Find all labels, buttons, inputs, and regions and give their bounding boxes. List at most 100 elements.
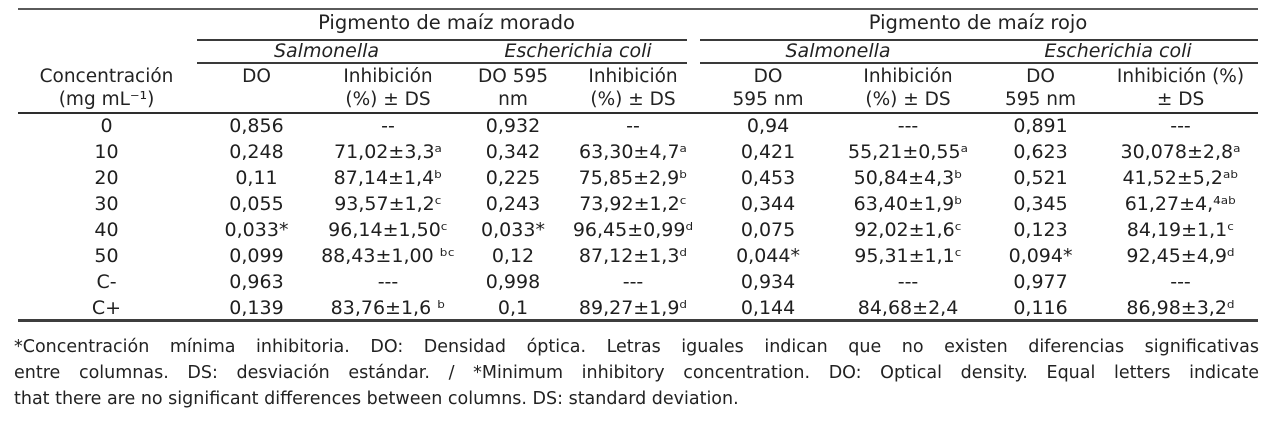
col-header-inhibicion-morado-ecoli: Inhibición (%) ± DS	[568, 62, 698, 113]
concentration-cell: 10	[94, 141, 119, 163]
table-cell: --	[381, 115, 395, 137]
table-cell: 0,344	[740, 193, 796, 215]
blank-corner-cell	[18, 5, 195, 39]
table-cell: 75,85±2,9ᵇ	[578, 167, 688, 189]
table-cell: 0,055	[229, 193, 284, 215]
col-header-do-morado-ecoli: DO 595 nm	[458, 62, 568, 113]
col-header-do-morado-salmonella: DO	[195, 62, 318, 113]
concentration-cell: 40	[94, 219, 119, 241]
col-header-line1: DO	[1026, 65, 1055, 87]
table-footnote: *Concentración mínima inhibitoria. DO: D…	[14, 334, 1259, 412]
concentration-cell: 0	[100, 115, 113, 137]
table-cell: 0,248	[229, 141, 284, 163]
table-row: 30 0,055 93,57±1,2ᶜ 0,243 73,92±1,2ᶜ 0,3…	[18, 191, 1258, 217]
table-cell: --	[626, 115, 640, 137]
col-header-line2: nm	[498, 88, 528, 110]
col-header-line1: Inhibición	[343, 65, 433, 87]
table-cell: 0,421	[740, 141, 796, 163]
table-cell: 0,932	[485, 115, 541, 137]
col-header-line1: Inhibición	[863, 65, 953, 87]
table-cell: 0,977	[1013, 271, 1068, 293]
col-header-line2	[195, 88, 318, 111]
table-cell: 63,30±4,7ᵃ	[579, 141, 687, 163]
col-header-line1: Concentración	[39, 65, 174, 87]
table-row: C- 0,963 --- 0,998 --- 0,934 --- 0,977 -…	[18, 269, 1258, 295]
table-cell: ---	[377, 271, 399, 293]
col-header-line2: ± DS	[1156, 88, 1205, 110]
table-cell: 96,14±1,50ᶜ	[328, 219, 448, 241]
genus-underline-rojo	[700, 62, 1258, 64]
footnote-line-1: *Concentración mínima inhibitoria. DO: D…	[14, 337, 1259, 357]
footnote-line-2: entre columnas. DS: desviación estándar.…	[14, 363, 1259, 383]
table-cell: 55,21±0,55ᵃ	[847, 141, 969, 163]
group-header-maiz-rojo: Pigmento de maíz rojo	[868, 10, 1088, 34]
results-table: Pigmento de maíz morado Pigmento de maíz…	[18, 5, 1258, 321]
table-row: 50 0,099 88,43±1,00 ᵇᶜ 0,12 87,12±1,3ᵈ 0…	[18, 243, 1258, 269]
table-cell: 0,139	[229, 297, 284, 319]
table-bottom-rule	[18, 319, 1258, 322]
group-underline-morado	[197, 39, 687, 41]
concentration-cell: 20	[94, 167, 119, 189]
table-row: 10 0,248 71,02±3,3ᵃ 0,342 63,30±4,7ᵃ 0,4…	[18, 139, 1258, 165]
table-row: Salmonella Escherichia coli Salmonella E…	[18, 39, 1258, 62]
table-row: Pigmento de maíz morado Pigmento de maíz…	[18, 5, 1258, 39]
table-cell: 93,57±1,2ᶜ	[334, 193, 442, 215]
table-cell: 0,1	[497, 297, 529, 319]
table-cell: 96,45±0,99ᵈ	[572, 219, 694, 241]
table-cell: ---	[897, 115, 919, 137]
table-cell: 84,19±1,1ᶜ	[1126, 219, 1235, 241]
subheader-salmonella-morado: Salmonella	[273, 39, 380, 62]
table-cell: 92,45±4,9ᵈ	[1126, 245, 1235, 267]
table-cell: 0,521	[1013, 167, 1068, 189]
table-row: C+ 0,139 83,76±1,6 ᵇ 0,1 89,27±1,9ᵈ 0,14…	[18, 295, 1258, 321]
subheader-ecoli-rojo: Escherichia coli	[1044, 39, 1192, 62]
table-cell: 89,27±1,9ᵈ	[578, 297, 688, 319]
col-header-inhibicion-morado-salmonella: Inhibición (%) ± DS	[318, 62, 458, 113]
table-cell: 61,27±4,⁴ᵃᵇ	[1124, 193, 1237, 215]
table-top-rule	[18, 8, 1258, 10]
table-cell: 0,11	[235, 167, 278, 189]
table-cell: 83,76±1,6 ᵇ	[330, 297, 446, 319]
col-header-line1: Inhibición	[588, 65, 678, 87]
table-cell: 0,891	[1013, 115, 1068, 137]
col-header-line1: DO	[753, 65, 783, 87]
concentration-cell: 30	[94, 193, 119, 215]
table-cell: 92,02±1,6ᶜ	[854, 219, 962, 241]
table-cell: 0,033*	[481, 219, 545, 241]
table-cell: ---	[622, 271, 644, 293]
subheader-salmonella-rojo: Salmonella	[785, 39, 891, 62]
table-cell: 0,123	[1013, 219, 1068, 241]
table-cell: 0,044*	[736, 245, 800, 267]
table-cell: 0,342	[485, 141, 541, 163]
table-cell: 0,033*	[224, 219, 289, 241]
col-header-do-rojo-salmonella: DO 595 nm	[698, 62, 838, 113]
table-cell: 0,225	[485, 167, 541, 189]
table-cell: 0,144	[740, 297, 796, 319]
col-header-inhibicion-rojo-ecoli: Inhibición (%) ± DS	[1103, 62, 1258, 113]
table-cell: 0,998	[485, 271, 541, 293]
table-cell: 88,43±1,00 ᵇᶜ	[321, 245, 455, 267]
col-header-line2: (mg mL⁻¹)	[58, 88, 155, 110]
footnote-line-3: that there are no significant difference…	[14, 389, 739, 409]
table-cell: ---	[1170, 115, 1191, 137]
col-header-line2: (%) ± DS	[345, 88, 431, 110]
group-header-maiz-morado: Pigmento de maíz morado	[318, 10, 575, 34]
table-cell: 30,078±2,8ᵃ	[1120, 141, 1241, 163]
col-header-line1: DO	[242, 65, 271, 87]
table-cell: 0,116	[1013, 297, 1068, 319]
table-cell: 87,14±1,4ᵇ	[333, 167, 443, 189]
table-cell: ---	[897, 271, 919, 293]
col-header-line1: DO 595	[478, 65, 548, 87]
col-header-line2: (%) ± DS	[865, 88, 951, 110]
table-cell: 84,68±2,4	[857, 297, 959, 319]
table-cell: 0,623	[1013, 141, 1068, 163]
col-header-line2: 595 nm	[1005, 88, 1076, 110]
table-cell: 0,243	[485, 193, 541, 215]
table-cell: 95,31±1,1ᶜ	[854, 245, 962, 267]
genus-underline-morado	[197, 62, 687, 64]
col-header-line2: 595 nm	[732, 88, 804, 110]
table-header-row: Concentración (mg mL⁻¹) DO Inhibición (%…	[18, 62, 1258, 113]
table-cell: 86,98±3,2ᵈ	[1126, 297, 1235, 319]
table-cell: 0,934	[740, 271, 796, 293]
